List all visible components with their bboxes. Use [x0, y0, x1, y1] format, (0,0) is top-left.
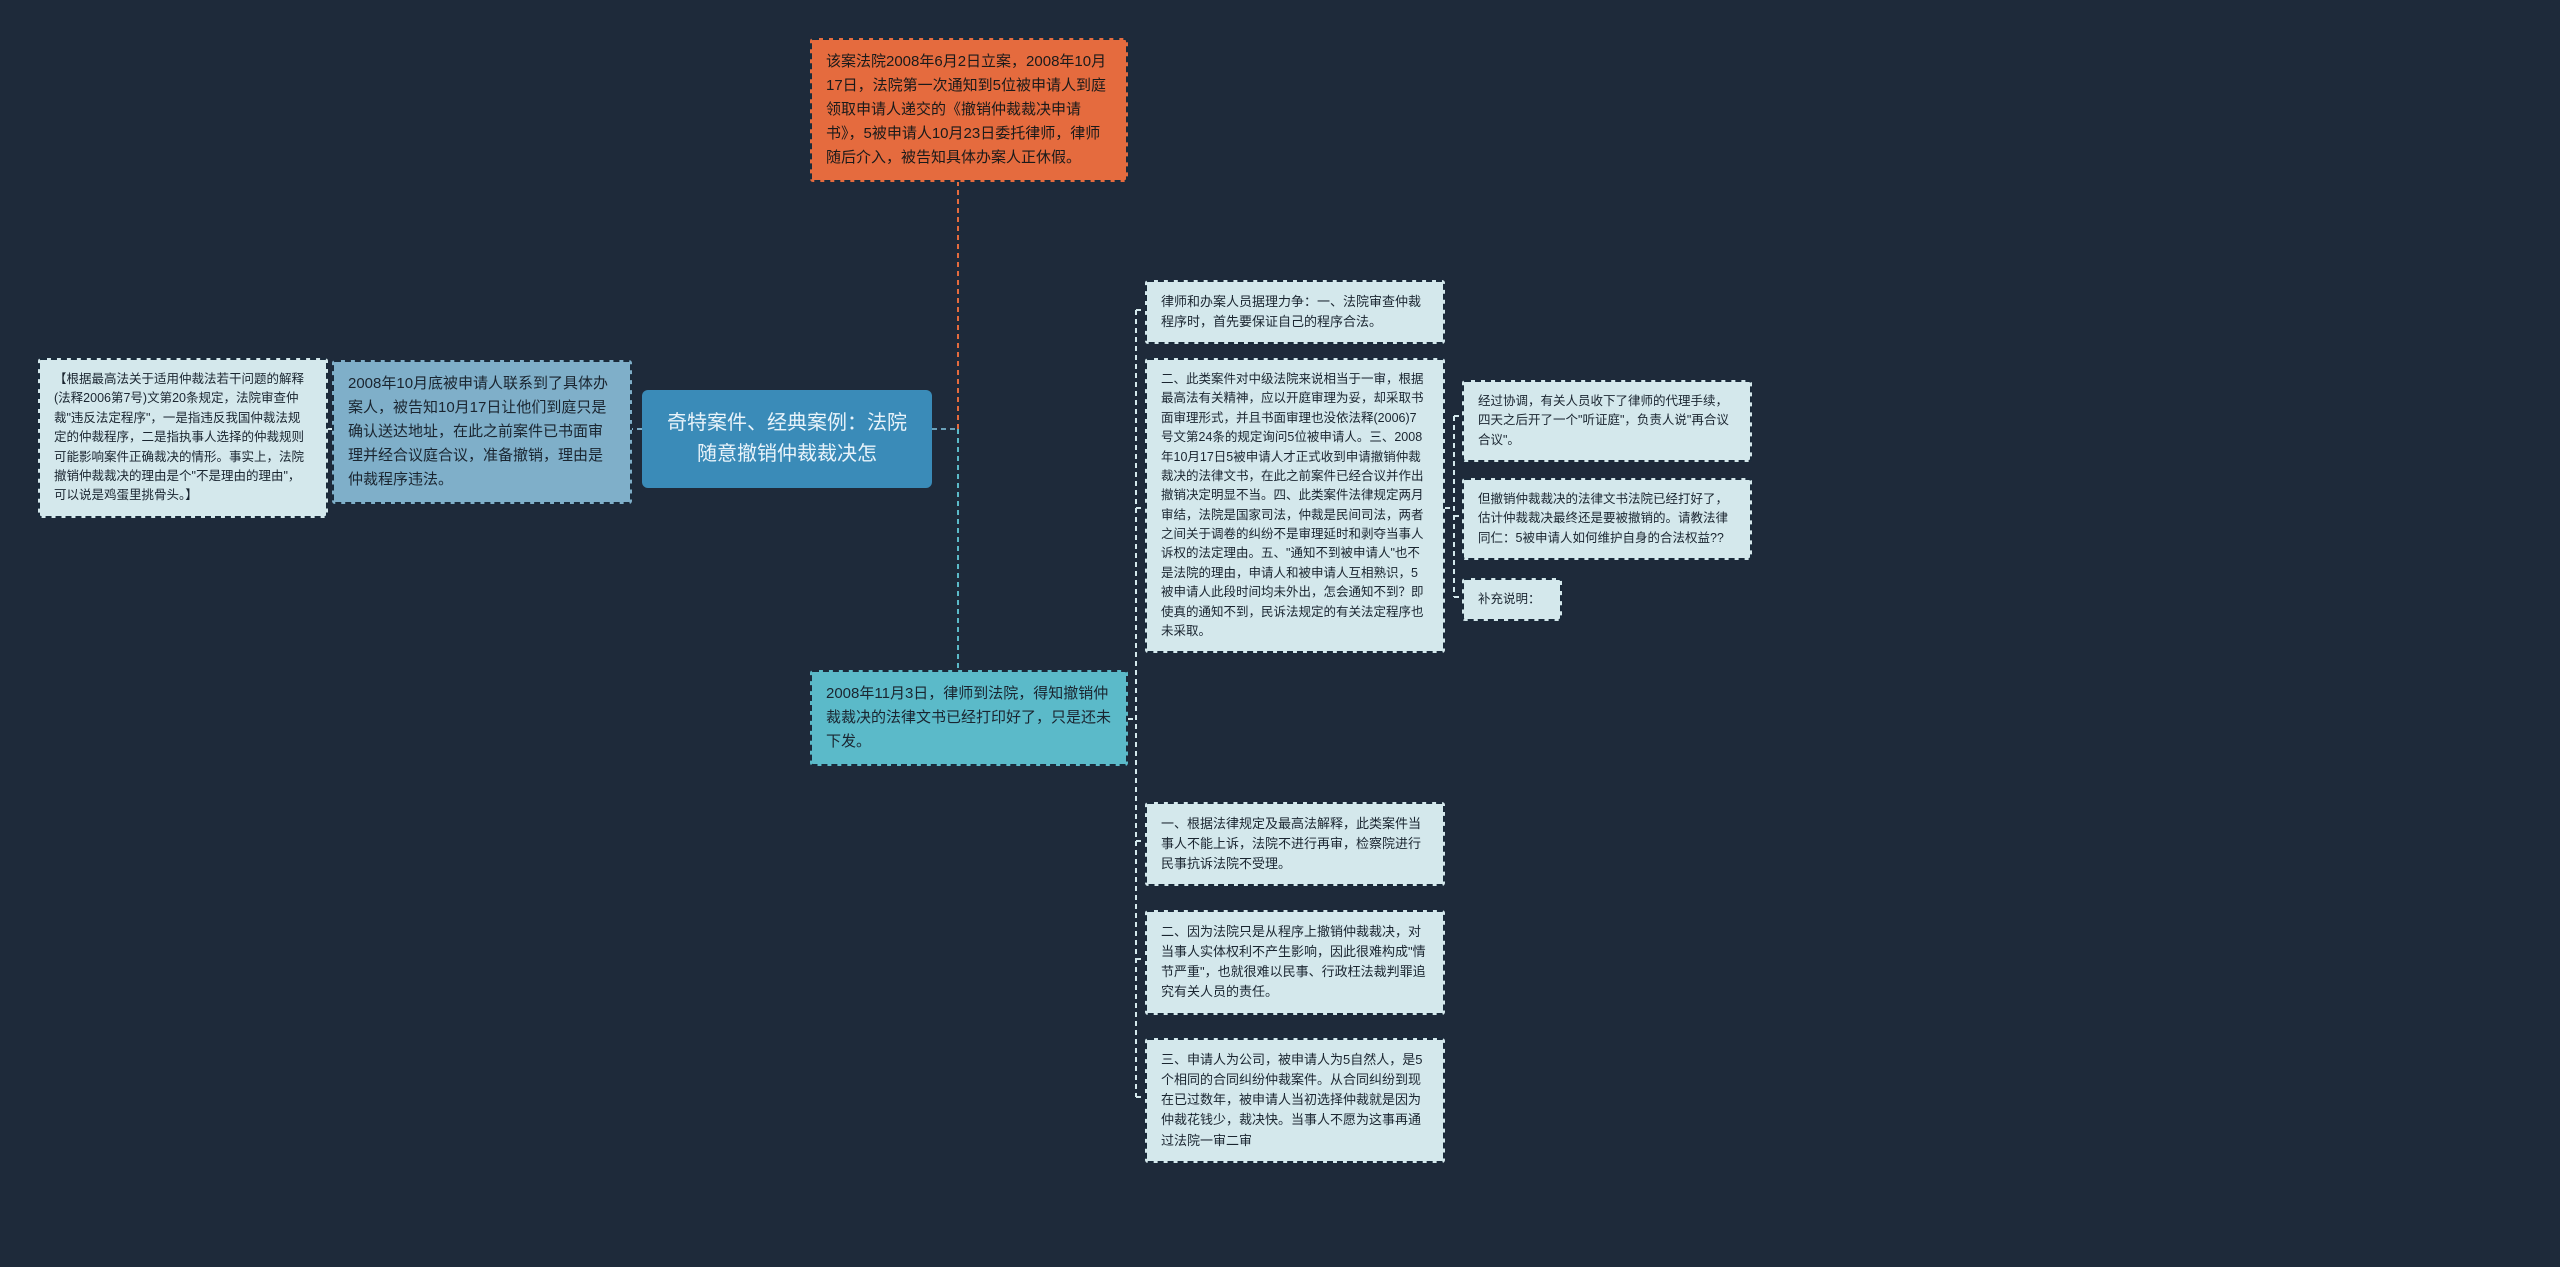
right-arg-2c[interactable]: 补充说明： — [1462, 578, 1562, 621]
teal-node[interactable]: 2008年11月3日，律师到法院，得知撤销仲裁裁决的法律文书已经打印好了，只是还… — [810, 670, 1128, 766]
left-summary-node[interactable]: 2008年10月底被申请人联系到了具体办案人，被告知10月17日让他们到庭只是确… — [332, 360, 632, 504]
right-arg-1[interactable]: 律师和办案人员据理力争：一、法院审查仲裁程序时，首先要保证自己的程序合法。 — [1145, 280, 1445, 344]
right-arg-2b[interactable]: 但撤销仲裁裁决的法律文书法院已经打好了，估计仲裁裁决最终还是要被撤销的。请教法律… — [1462, 478, 1752, 560]
right-arg-4[interactable]: 二、因为法院只是从程序上撤销仲裁裁决，对当事人实体权利不产生影响，因此很难构成"… — [1145, 910, 1445, 1015]
right-arg-2a[interactable]: 经过协调，有关人员收下了律师的代理手续，四天之后开了一个"听证庭"，负责人说"再… — [1462, 380, 1752, 462]
left-annotation-node[interactable]: 【根据最高法关于适用仲裁法若干问题的解释(法释2006第7号)文第20条规定，法… — [38, 358, 328, 518]
right-arg-5[interactable]: 三、申请人为公司，被申请人为5自然人，是5个相同的合同纠纷仲裁案件。从合同纠纷到… — [1145, 1038, 1445, 1163]
right-arg-2[interactable]: 二、此类案件对中级法院来说相当于一审，根据最高法有关精神，应以开庭审理为妥，却采… — [1145, 358, 1445, 653]
center-node[interactable]: 奇特案件、经典案例：法院随意撤销仲裁裁决怎 — [642, 390, 932, 488]
right-arg-3[interactable]: 一、根据法律规定及最高法解释，此类案件当事人不能上诉，法院不进行再审，检察院进行… — [1145, 802, 1445, 886]
top-orange-node[interactable]: 该案法院2008年6月2日立案，2008年10月17日，法院第一次通知到5位被申… — [810, 38, 1128, 182]
